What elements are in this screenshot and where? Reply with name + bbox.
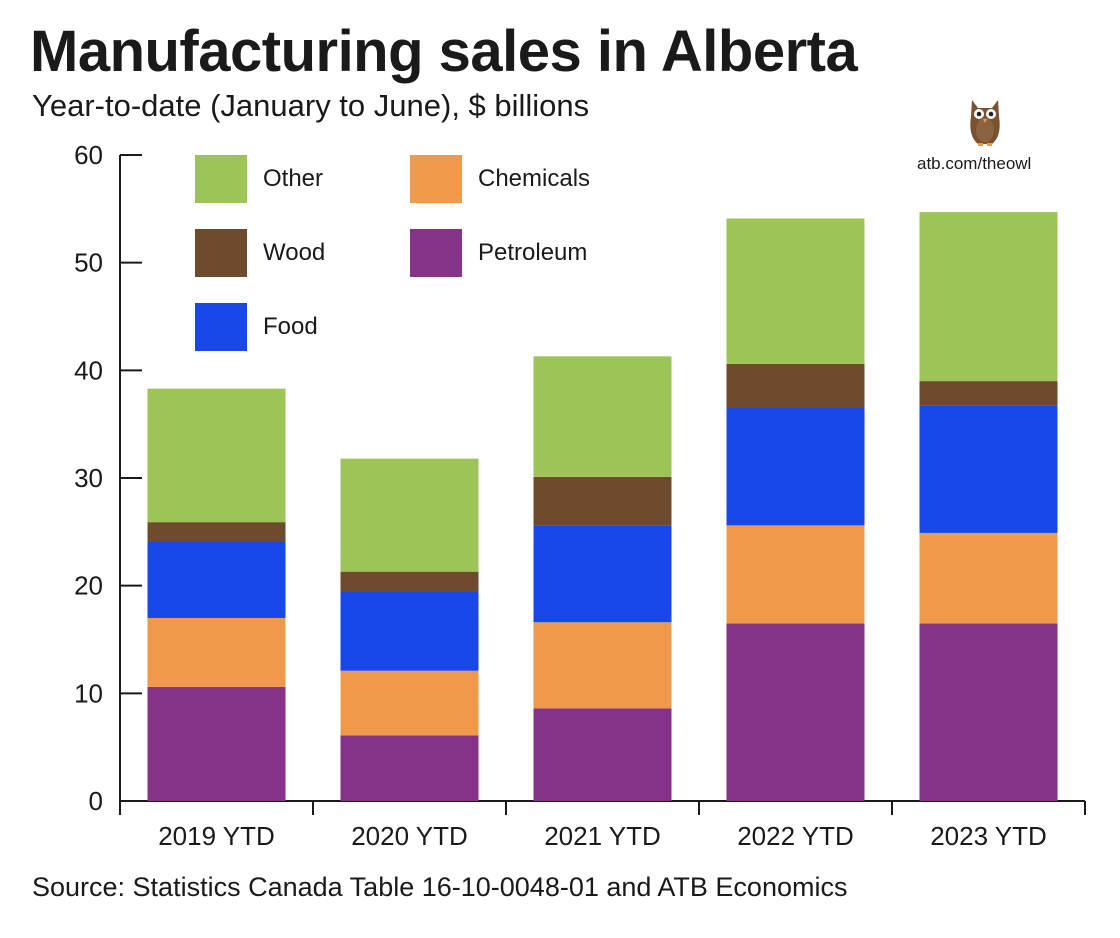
bar-food [340,591,479,671]
bar-chemicals [726,525,865,624]
bar-other [147,388,286,523]
bar-petroleum [147,686,286,801]
legend-swatch-other [195,155,247,203]
x-tick-label: 2023 YTD [930,821,1047,851]
bar-wood [533,476,672,526]
bar-chemicals [340,670,479,736]
chart-title: Manufacturing sales in Alberta [30,19,858,84]
y-tick-label: 50 [74,248,103,278]
x-tick-label: 2021 YTD [544,821,661,851]
legend-label-petroleum: Petroleum [478,239,587,266]
chart-subtitle: Year-to-date (January to June), $ billio… [32,88,590,123]
y-tick-label: 40 [74,355,103,385]
bar-petroleum [919,623,1058,801]
legend-swatch-wood [195,229,247,277]
bar-petroleum [340,735,479,801]
y-tick-label: 0 [89,786,103,816]
y-tick-label: 10 [74,678,103,708]
legend-swatch-petroleum [410,229,462,277]
legend-swatch-food [195,303,247,351]
bar-wood [726,363,865,409]
bar-other [340,458,479,572]
bar-wood [147,522,286,542]
legend-label-other: Other [263,165,323,192]
bar-chemicals [919,532,1058,624]
bar-wood [919,381,1058,406]
legend-swatch-chemicals [410,155,462,203]
source-note: Source: Statistics Canada Table 16-10-00… [32,872,848,902]
bar-food [919,405,1058,533]
bar-petroleum [533,708,672,801]
legend-label-wood: Wood [263,239,325,266]
legend-label-food: Food [263,313,318,340]
bar-chemicals [533,622,672,709]
x-tick-label: 2022 YTD [737,821,854,851]
brand-url: atb.com/theowl [917,154,1032,173]
bar-petroleum [726,623,865,801]
bar-food [726,408,865,526]
bar-food [533,525,672,623]
bar-food [147,541,286,618]
bar-other [919,212,1058,382]
bar-wood [340,571,479,592]
y-tick-label: 60 [74,140,103,170]
bar-other [726,218,865,364]
y-tick-label: 20 [74,571,103,601]
legend-label-chemicals: Chemicals [478,165,590,192]
bar-chemicals [147,617,286,687]
bar-other [533,356,672,477]
y-tick-label: 30 [74,463,103,493]
x-tick-label: 2020 YTD [351,821,468,851]
x-tick-label: 2019 YTD [158,821,275,851]
owl-logo-icon [970,100,1000,146]
